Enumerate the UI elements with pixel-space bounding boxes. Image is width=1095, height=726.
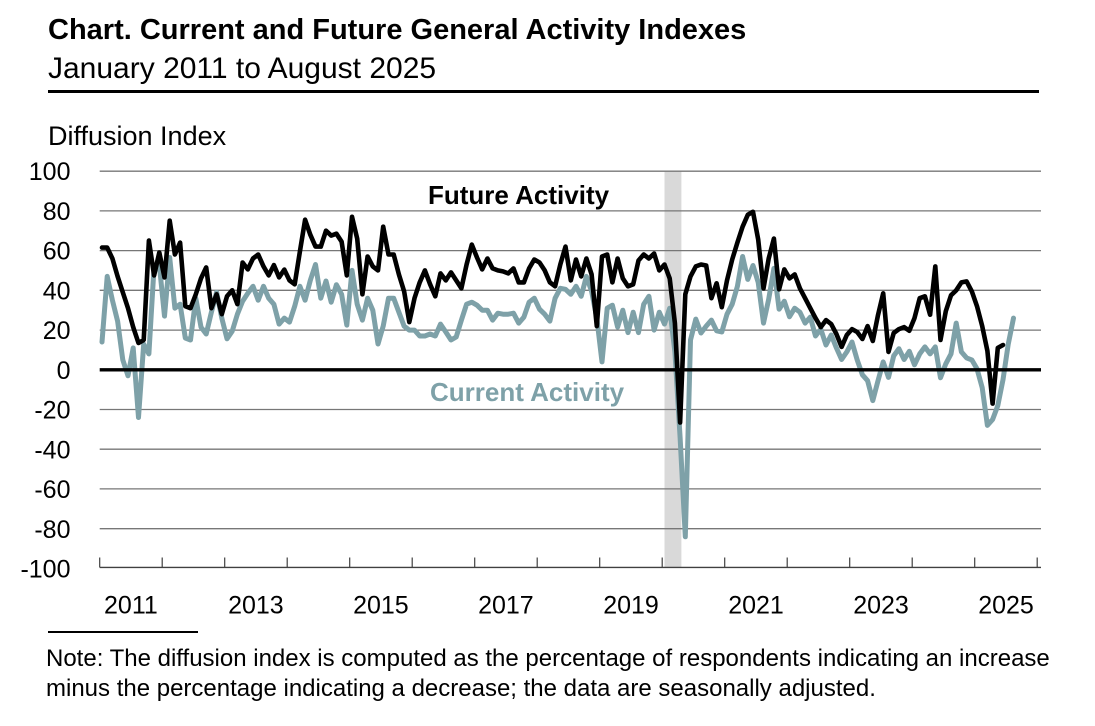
svg-text:60: 60 [43,238,71,266]
svg-text:40: 40 [43,277,71,305]
svg-text:-80: -80 [34,516,70,544]
svg-text:20: 20 [43,317,71,345]
svg-text:80: 80 [43,198,71,226]
svg-text:2023: 2023 [853,592,909,620]
svg-text:2025: 2025 [978,592,1034,620]
svg-text:-20: -20 [34,397,70,425]
svg-text:-60: -60 [34,476,70,504]
svg-text:100: 100 [29,158,71,186]
svg-text:0: 0 [57,357,71,385]
svg-text:2011: 2011 [104,592,158,620]
svg-text:-100: -100 [20,556,70,584]
svg-text:2015: 2015 [353,592,409,620]
svg-text:2017: 2017 [478,592,534,620]
svg-text:Future Activity: Future Activity [428,180,610,210]
svg-text:2021: 2021 [728,592,784,620]
svg-text:-40: -40 [34,436,70,464]
svg-text:Current Activity: Current Activity [430,377,625,407]
svg-text:2019: 2019 [603,592,659,620]
svg-text:2013: 2013 [228,592,284,620]
